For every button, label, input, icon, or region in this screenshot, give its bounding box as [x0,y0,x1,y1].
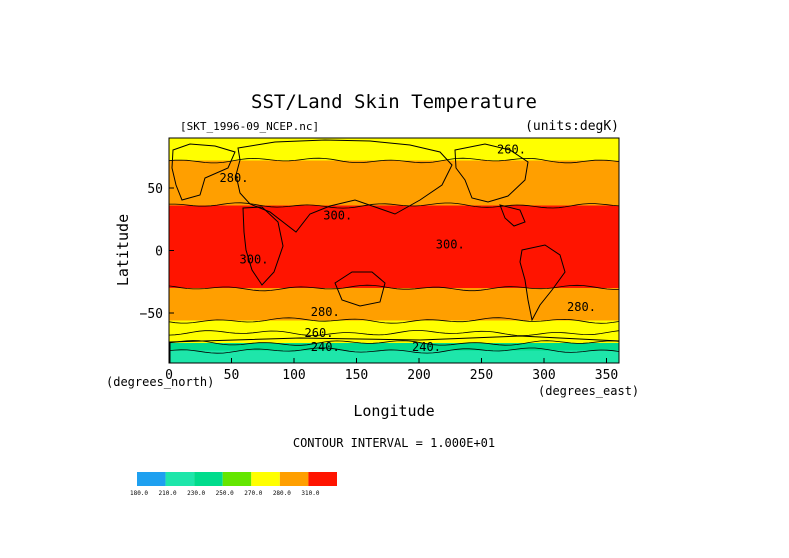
contour-line-3 [168,284,619,292]
y-unit-label: (degrees_north) [106,375,214,389]
legend-swatch-5 [279,472,309,486]
y-axis-label: Latitude [114,214,132,286]
legend-swatch-4 [251,472,280,486]
legend-label-6: 310.0 [301,490,319,497]
temperature-band-270-4 [169,320,619,333]
coastline-2 [242,206,284,286]
contour-label-4: 280. [311,305,340,319]
x-tick-label-350: 350 [595,368,618,383]
color-legend: 180.0 210.0 230.0 250.0 270.0 280.0 310.0 [130,472,337,497]
legend-swatch-6 [308,472,337,486]
legend-label-4: 270.0 [244,490,262,497]
contour-label-7: 240. [311,340,340,354]
contour-label-2: 300. [436,237,465,251]
contour-line-4 [168,317,620,324]
legend-swatch-1 [165,472,195,486]
y-tick-label-50: 50 [147,182,163,197]
file-label: [SKT_1996-09_NCEP.nc] [180,120,319,133]
temperature-band-300-2 [169,205,619,288]
contour-line-1 [168,157,620,164]
temperature-band-230-7 [169,350,619,363]
contour-label-1: 300. [323,209,352,223]
coastline-5 [519,244,566,322]
temperature-band-260-5 [169,333,619,343]
coastline-0 [171,143,236,201]
legend-label-2: 230.0 [187,490,205,497]
temperature-band-280-3 [169,288,619,321]
legend-label-3: 250.0 [216,490,234,497]
legend-swatch-2 [194,472,223,486]
legend-swatch-0 [137,472,166,486]
contour-label-6: 260. [305,326,334,340]
legend-label-1: 210.0 [159,490,177,497]
y-axis-ticks: 50 0 −50 [140,182,174,322]
coastline-1 [235,139,453,233]
x-tick-label-0: 0 [165,368,173,383]
x-axis-label: Longitude [353,402,434,420]
legend-swatch-3 [222,472,252,486]
legend-label-0: 180.0 [130,490,148,497]
coastline-3 [454,143,529,203]
plot-area [168,137,620,364]
coastline-6 [334,271,386,307]
x-unit-label: (degrees_east) [538,384,639,398]
contour-interval-text: CONTOUR INTERVAL = 1.000E+01 [293,436,495,450]
x-tick-label-200: 200 [407,368,430,383]
x-tick-label-250: 250 [470,368,493,383]
contour-labels: 280.300.300.300.280. 280.260.240. 240.260. [220,142,596,354]
x-tick-label-300: 300 [532,368,555,383]
x-axis-ticks: 0 50 100 150 200 250 300 350 [165,358,618,383]
chart-title: SST/Land Skin Temperature [251,91,537,113]
contour-line-6 [168,340,620,346]
y-tick-label-0: 0 [155,245,163,260]
y-tick-label--50: −50 [140,307,163,322]
contour-label-3: 300. [240,252,269,266]
temperature-band-270-0 [169,138,619,161]
contour-label-5: 280. [567,300,596,314]
coastline-4 [499,204,526,227]
legend-label-5: 280.0 [273,490,291,497]
units-label: (units:degK) [525,119,619,134]
contour-line-2 [168,202,620,209]
contour-label-0: 280. [220,171,249,185]
x-tick-label-150: 150 [345,368,368,383]
contour-line-7 [168,347,620,354]
x-tick-label-100: 100 [282,368,305,383]
temperature-band-240-6 [169,343,619,351]
x-tick-label-50: 50 [224,368,240,383]
contour-label-8: 240. [412,340,441,354]
contour-line-5 [168,330,620,337]
contour-label-9: 260. [497,142,526,156]
